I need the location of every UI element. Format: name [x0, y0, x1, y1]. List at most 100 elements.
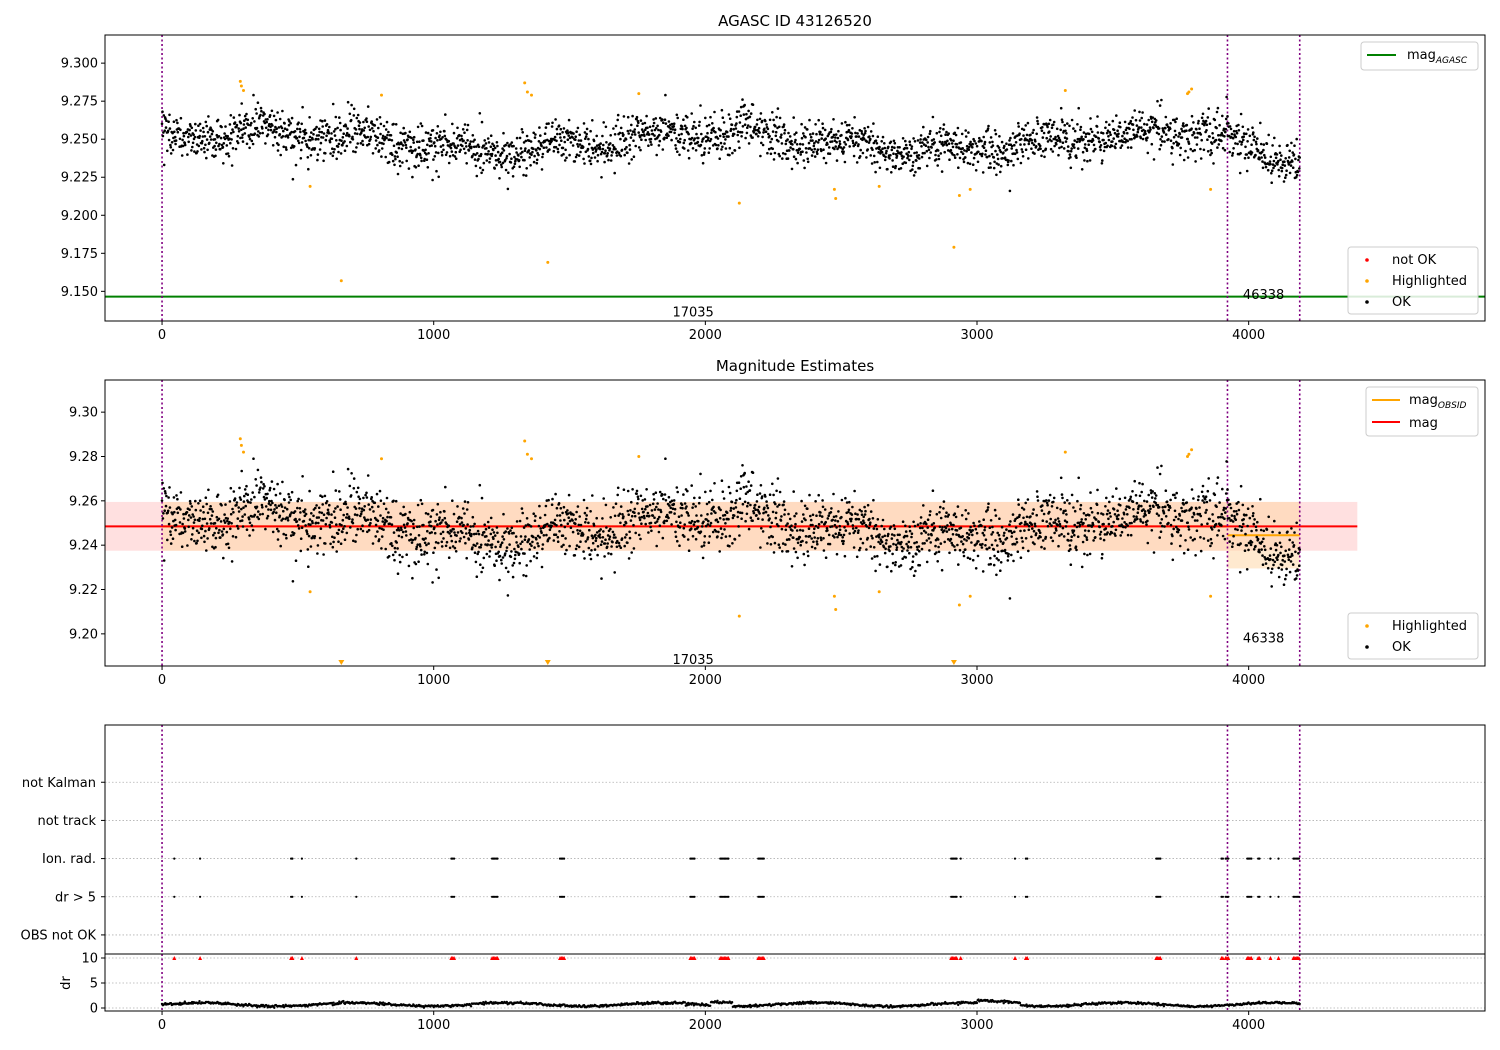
- ok-point: [976, 554, 980, 558]
- ok-point: [1079, 503, 1083, 507]
- ok-point: [828, 152, 832, 155]
- ok-point: [368, 508, 372, 511]
- ok-point: [690, 112, 693, 115]
- ok-point: [546, 522, 549, 526]
- ok-point: [830, 507, 833, 510]
- ok-point: [863, 505, 866, 509]
- ok-point: [1133, 479, 1136, 483]
- ok-point: [282, 129, 285, 133]
- ok-point: [236, 134, 240, 138]
- ok-point: [482, 144, 486, 147]
- ok-point: [353, 513, 357, 516]
- ok-point: [506, 527, 509, 530]
- ok-point: [338, 490, 341, 493]
- ok-point: [300, 141, 304, 144]
- ok-point: [1220, 139, 1223, 143]
- ok-point: [845, 123, 849, 127]
- ok-point: [1152, 158, 1156, 161]
- ok-point: [795, 512, 798, 515]
- ok-point: [1159, 143, 1163, 147]
- ok-point: [881, 535, 884, 539]
- ok-point: [1130, 137, 1133, 141]
- ok-point: [851, 524, 855, 527]
- ok-point: [717, 144, 720, 147]
- ok-point: [1072, 127, 1075, 130]
- ok-point: [774, 124, 777, 128]
- ok-point: [314, 137, 318, 141]
- ok-point: [812, 540, 815, 544]
- ok-point: [781, 152, 785, 155]
- ok-point: [511, 575, 515, 579]
- ok-point: [842, 533, 846, 537]
- ok-point: [382, 502, 386, 506]
- ok-point: [525, 517, 529, 520]
- ok-point: [424, 148, 427, 152]
- ok-point: [776, 107, 780, 110]
- ok-point: [1194, 160, 1197, 163]
- ok-point: [260, 503, 264, 507]
- ok-point: [962, 554, 966, 558]
- ok-point: [874, 523, 878, 527]
- ok-point: [1140, 116, 1143, 120]
- ok-point: [938, 130, 941, 134]
- ok-point: [273, 508, 276, 511]
- ok-point: [672, 502, 676, 506]
- ok-point: [284, 146, 288, 149]
- ok-point: [1099, 148, 1102, 152]
- ok-point: [1020, 148, 1024, 151]
- ok-point: [1082, 131, 1086, 134]
- ok-point: [344, 502, 348, 506]
- ok-point: [1052, 500, 1055, 504]
- ok-point: [867, 141, 871, 144]
- ok-point: [420, 124, 424, 128]
- ok-point: [983, 528, 986, 532]
- ok-point: [316, 552, 319, 555]
- ok-point: [343, 525, 346, 528]
- ok-point: [892, 524, 896, 527]
- ok-point: [601, 134, 604, 138]
- ok-point: [953, 545, 956, 548]
- ok-point: [671, 507, 675, 511]
- ok-point: [365, 491, 368, 495]
- ok-point: [218, 142, 221, 146]
- ok-point: [261, 127, 264, 130]
- ok-point: [261, 131, 265, 135]
- ok-point: [873, 161, 876, 164]
- ok-point: [991, 144, 995, 147]
- ok-point: [211, 510, 215, 513]
- ok-point: [980, 546, 984, 549]
- ok-point: [1027, 549, 1030, 553]
- legend-not-ok-label: not OK: [1392, 253, 1437, 268]
- ok-point: [716, 535, 719, 538]
- ok-point: [867, 526, 871, 530]
- ok-point: [1101, 132, 1105, 135]
- ok-point: [720, 479, 724, 483]
- ok-point: [918, 141, 922, 144]
- ok-point: [704, 524, 708, 528]
- ok-point: [814, 123, 817, 126]
- ok-point: [181, 522, 184, 526]
- ok-point: [657, 128, 660, 132]
- ok-point: [524, 139, 528, 143]
- ok-point: [1197, 119, 1200, 123]
- ok-point: [1034, 532, 1038, 535]
- ok-point: [705, 518, 708, 521]
- ok-point: [201, 517, 205, 521]
- ok-point: [758, 117, 762, 121]
- ok-point: [1210, 151, 1213, 155]
- ok-point: [275, 506, 279, 510]
- ok-point: [1138, 110, 1141, 114]
- ok-point: [989, 166, 992, 169]
- ok-point: [169, 143, 172, 147]
- ok-point: [786, 138, 789, 141]
- ok-point: [703, 535, 707, 538]
- ok-point: [653, 516, 656, 519]
- ok-point: [604, 125, 608, 129]
- ok-point: [552, 539, 556, 542]
- ok-point: [674, 530, 677, 534]
- ok-point: [162, 512, 165, 515]
- ok-point: [333, 516, 337, 519]
- ok-point: [391, 553, 395, 557]
- ok-point: [732, 128, 735, 131]
- ok-point: [1073, 129, 1077, 133]
